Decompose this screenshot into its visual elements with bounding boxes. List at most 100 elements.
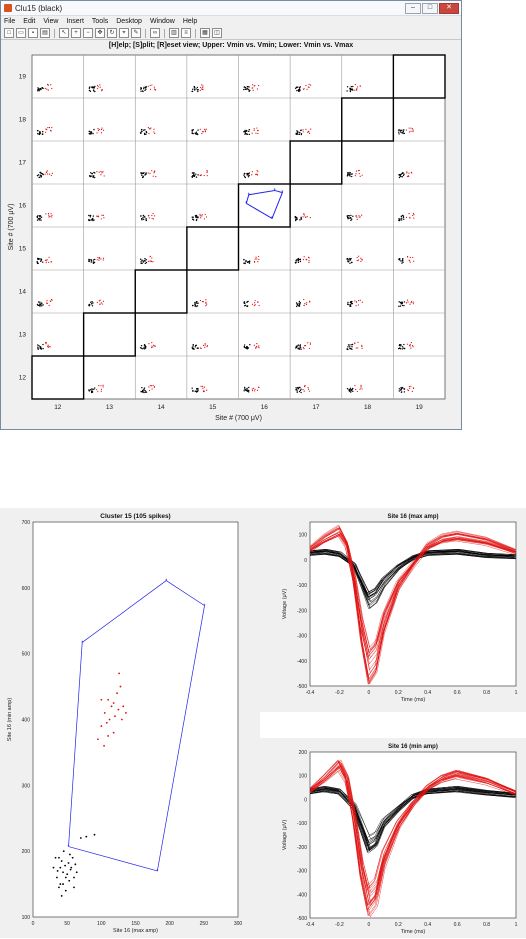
red-point — [206, 389, 208, 391]
black-point — [295, 305, 298, 308]
site-grid-plot[interactable]: *** **12 13 14 15 16 17 18 191213141516171819Sit… — [1, 45, 461, 429]
zoom-in-icon[interactable]: + — [71, 28, 81, 38]
dock-icon[interactable]: ◫ — [212, 28, 222, 38]
red-point — [305, 128, 307, 130]
red-point — [108, 718, 111, 721]
rotate-icon[interactable]: ↻ — [107, 28, 117, 38]
red-point — [356, 390, 358, 393]
x-tick-label: 15 — [209, 404, 217, 411]
black-point — [349, 171, 351, 174]
figure-window: Clu15 (black) – □ ✕ File Edit View Inser… — [0, 0, 462, 430]
black-point — [245, 347, 248, 349]
black-point — [142, 175, 144, 178]
red-point — [151, 257, 153, 259]
black-point — [402, 130, 404, 133]
new-icon[interactable]: □ — [4, 28, 14, 38]
red-point — [118, 672, 120, 675]
zoom-out-icon[interactable]: − — [83, 28, 93, 38]
black-point — [195, 176, 198, 178]
red-point — [149, 88, 152, 90]
red-trace — [310, 532, 517, 660]
waveform-max-amp-plot[interactable]: Site 16 (max amp) -0.4 -0.2 0 0.2 0.4 0.6 0.8 1 -… — [260, 508, 526, 718]
brush-icon[interactable]: ✎ — [131, 28, 141, 38]
menu-insert[interactable]: Insert — [66, 18, 84, 25]
red-point — [354, 83, 356, 86]
menu-view[interactable]: View — [43, 18, 59, 25]
red-point — [98, 171, 100, 173]
black-point — [70, 866, 73, 869]
menu-window[interactable]: Window — [149, 18, 175, 25]
red-point — [412, 214, 414, 217]
black-point — [350, 257, 352, 260]
black-point — [349, 90, 352, 93]
waveform-min-amp-plot[interactable]: Site 16 (min amp) -0.4 -0.2 0 0.2 0.4 0.6 0.8 1 -… — [260, 738, 526, 938]
black-point — [352, 85, 354, 88]
red-point — [199, 213, 201, 215]
black-point — [41, 133, 44, 136]
pointer-icon[interactable]: ↖ — [59, 28, 69, 38]
x-tick-label: 0.2 — [395, 690, 402, 696]
red-point — [46, 83, 49, 85]
red-point — [153, 344, 155, 346]
black-point — [191, 131, 193, 133]
black-point — [246, 387, 248, 390]
red-point — [206, 171, 208, 173]
red-point — [407, 301, 409, 303]
pan-icon[interactable]: ✥ — [95, 28, 105, 38]
red-point — [409, 256, 411, 259]
black-point — [143, 391, 145, 394]
menu-desktop[interactable]: Desktop — [116, 18, 142, 25]
red-point — [98, 256, 101, 259]
datacursor-icon[interactable]: ⌖ — [119, 28, 129, 38]
red-point — [100, 698, 103, 701]
red-point — [361, 346, 363, 348]
x-tick-label: 0.6 — [454, 922, 461, 928]
grid-icon[interactable]: ▦ — [200, 28, 210, 38]
black-point — [90, 261, 92, 263]
black-point — [399, 258, 401, 260]
menu-file[interactable]: File — [4, 18, 16, 25]
maximize-button[interactable]: □ — [422, 2, 438, 14]
legend-icon[interactable]: ≡ — [181, 28, 191, 38]
red-point — [155, 89, 157, 91]
red-point — [49, 215, 51, 218]
red-point — [253, 129, 255, 131]
red-point — [412, 303, 414, 305]
black-point — [93, 388, 95, 391]
cluster-scatter-plot[interactable]: Cluster 15 (105 spikes) * * * * * 0 50 100 150 200… — [0, 508, 260, 938]
black-point — [94, 258, 96, 261]
black-point — [299, 219, 301, 221]
black-point — [350, 219, 352, 222]
print-icon[interactable]: ▤ — [40, 28, 50, 38]
red-point — [102, 129, 105, 131]
minimize-button[interactable]: – — [405, 2, 421, 14]
save-icon[interactable]: ▪ — [28, 28, 38, 38]
red-point — [44, 131, 47, 133]
x-tick-label: 250 — [200, 921, 209, 927]
black-point — [300, 133, 303, 136]
x-tick-label: 0 — [367, 922, 370, 928]
red-point — [96, 259, 98, 261]
close-button[interactable]: ✕ — [439, 2, 459, 14]
menu-tools[interactable]: Tools — [91, 18, 109, 25]
black-point — [245, 132, 247, 135]
red-point — [258, 345, 260, 347]
red-point — [204, 346, 206, 348]
red-point — [356, 88, 358, 90]
x-axis-label: Site 16 (max amp) — [113, 928, 158, 934]
black-point — [92, 175, 95, 178]
menu-help[interactable]: Help — [182, 18, 198, 25]
open-icon[interactable]: ▭ — [16, 28, 26, 38]
link-icon[interactable]: ∞ — [150, 28, 160, 38]
red-trace — [309, 535, 516, 654]
black-point — [140, 215, 142, 217]
black-point — [350, 302, 353, 304]
menu-edit[interactable]: Edit — [23, 18, 36, 25]
red-point — [103, 744, 105, 747]
red-point — [409, 387, 411, 390]
colorbar-icon[interactable]: ▥ — [169, 28, 179, 38]
red-point — [303, 256, 305, 258]
black-point — [58, 856, 60, 859]
red-point — [307, 86, 310, 88]
red-point — [303, 214, 305, 216]
